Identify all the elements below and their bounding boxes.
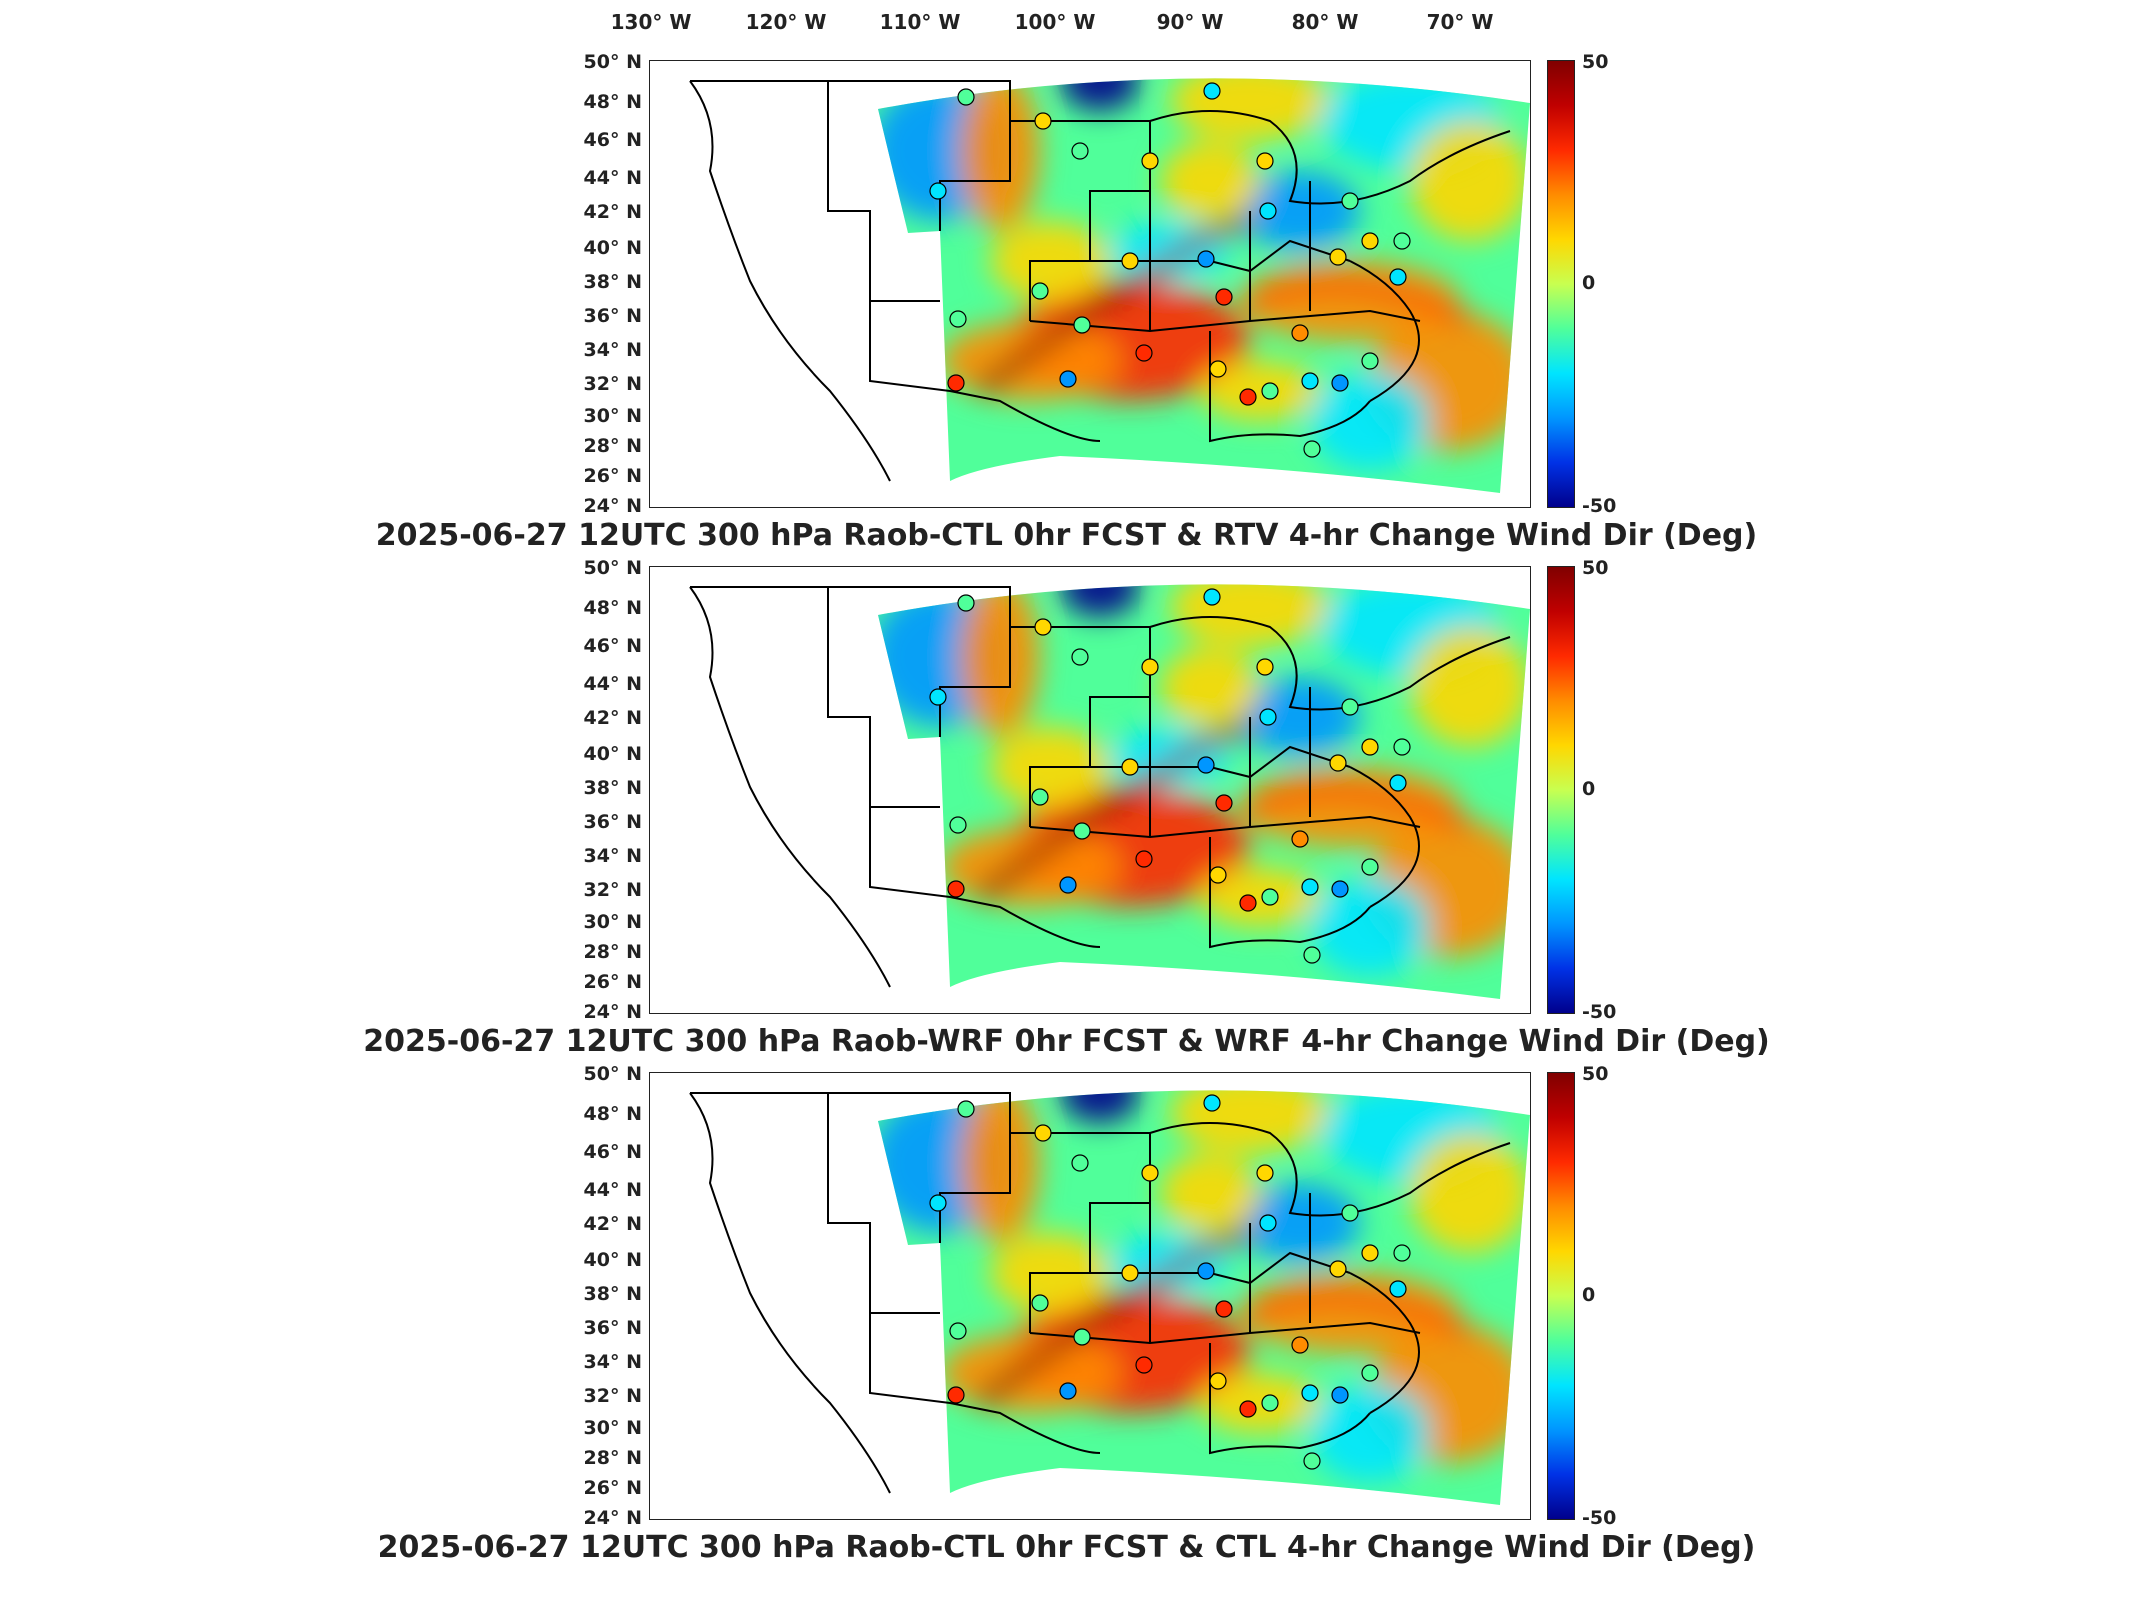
latitude-axis: 50° N 48° N 46° N 44° N 42° N 40° N 38° N 36° N… bbox=[560, 557, 642, 1023]
map-svg bbox=[689, 1090, 1530, 1505]
colorbar-max-label: 50 bbox=[1582, 1063, 1609, 1085]
colorbar-min-label: -50 bbox=[1582, 1507, 1617, 1529]
lat-label: 50° N bbox=[583, 1063, 642, 1085]
lat-label: 50° N bbox=[583, 557, 642, 579]
lon-label-120w: 120° W bbox=[745, 10, 827, 34]
lat-label: 48° N bbox=[583, 597, 642, 619]
lon-label-70w: 70° W bbox=[1426, 10, 1494, 34]
lat-label: 26° N bbox=[583, 1477, 642, 1499]
lat-label: 46° N bbox=[583, 635, 642, 657]
colorbar bbox=[1547, 566, 1575, 1014]
lon-label-100w: 100° W bbox=[1014, 10, 1096, 34]
lat-label: 32° N bbox=[583, 373, 642, 395]
lat-label: 38° N bbox=[583, 1283, 642, 1305]
lat-label: 44° N bbox=[583, 167, 642, 189]
lat-label: 34° N bbox=[583, 339, 642, 361]
lon-label-130w: 130° W bbox=[610, 10, 692, 34]
lat-label: 26° N bbox=[583, 465, 642, 487]
lat-label: 40° N bbox=[583, 1249, 642, 1271]
lat-label: 36° N bbox=[583, 1317, 642, 1339]
lat-label: 44° N bbox=[583, 1179, 642, 1201]
colorbar-min-label: -50 bbox=[1582, 1001, 1617, 1023]
colorbar bbox=[1547, 60, 1575, 508]
lat-label: 36° N bbox=[583, 305, 642, 327]
lat-label: 38° N bbox=[583, 271, 642, 293]
latitude-axis: 50° N 48° N 46° N 44° N 42° N 40° N 38° N 36° N… bbox=[560, 1063, 642, 1529]
colorbar-mid-label: 0 bbox=[1582, 272, 1596, 294]
colorbar-mid-label: 0 bbox=[1582, 778, 1596, 800]
panel-title: 2025-06-27 12UTC 300 hPa Raob-CTL 0hr FC… bbox=[375, 518, 1758, 553]
lat-label: 26° N bbox=[583, 971, 642, 993]
lat-label: 28° N bbox=[583, 941, 642, 963]
map-plot-area bbox=[649, 566, 1531, 1014]
lat-label: 32° N bbox=[583, 1385, 642, 1407]
lat-label: 34° N bbox=[583, 1351, 642, 1373]
colorbar-mid-label: 0 bbox=[1582, 1284, 1596, 1306]
colorbar-max-label: 50 bbox=[1582, 557, 1609, 579]
lat-label: 42° N bbox=[583, 707, 642, 729]
lat-label: 32° N bbox=[583, 879, 642, 901]
lat-label: 34° N bbox=[583, 845, 642, 867]
lat-label: 30° N bbox=[583, 911, 642, 933]
lat-label: 30° N bbox=[583, 405, 642, 427]
lat-label: 46° N bbox=[583, 1141, 642, 1163]
lat-label: 46° N bbox=[583, 129, 642, 151]
lat-label: 48° N bbox=[583, 91, 642, 113]
longitude-axis: 130° W 120° W 110° W 100° W 90° W 80° W … bbox=[0, 4, 2133, 44]
lat-label: 24° N bbox=[583, 1001, 642, 1023]
lat-label: 36° N bbox=[583, 811, 642, 833]
lat-label: 48° N bbox=[583, 1103, 642, 1125]
map-plot-area bbox=[649, 60, 1531, 508]
colorbar-max-label: 50 bbox=[1582, 51, 1609, 73]
lat-label: 44° N bbox=[583, 673, 642, 695]
lat-label: 38° N bbox=[583, 777, 642, 799]
lat-label: 28° N bbox=[583, 435, 642, 457]
lat-label: 40° N bbox=[583, 237, 642, 259]
lon-label-80w: 80° W bbox=[1291, 10, 1359, 34]
map-plot-area bbox=[649, 1072, 1531, 1520]
lat-label: 24° N bbox=[583, 495, 642, 517]
lat-label: 50° N bbox=[583, 51, 642, 73]
colorbar bbox=[1547, 1072, 1575, 1520]
colorbar-min-label: -50 bbox=[1582, 495, 1617, 517]
lat-label: 24° N bbox=[583, 1507, 642, 1529]
lon-label-90w: 90° W bbox=[1156, 10, 1224, 34]
map-svg bbox=[689, 584, 1530, 999]
lon-label-110w: 110° W bbox=[879, 10, 961, 34]
lat-label: 42° N bbox=[583, 1213, 642, 1235]
lat-label: 42° N bbox=[583, 201, 642, 223]
lat-label: 30° N bbox=[583, 1417, 642, 1439]
panel-title: 2025-06-27 12UTC 300 hPa Raob-CTL 0hr FC… bbox=[377, 1530, 1756, 1565]
map-svg bbox=[689, 78, 1530, 493]
latitude-axis: 50° N 48° N 46° N 44° N 42° N 40° N 38° N 36° N… bbox=[560, 51, 642, 517]
panel-title: 2025-06-27 12UTC 300 hPa Raob-WRF 0hr FC… bbox=[363, 1024, 1770, 1059]
lat-label: 40° N bbox=[583, 743, 642, 765]
lat-label: 28° N bbox=[583, 1447, 642, 1469]
